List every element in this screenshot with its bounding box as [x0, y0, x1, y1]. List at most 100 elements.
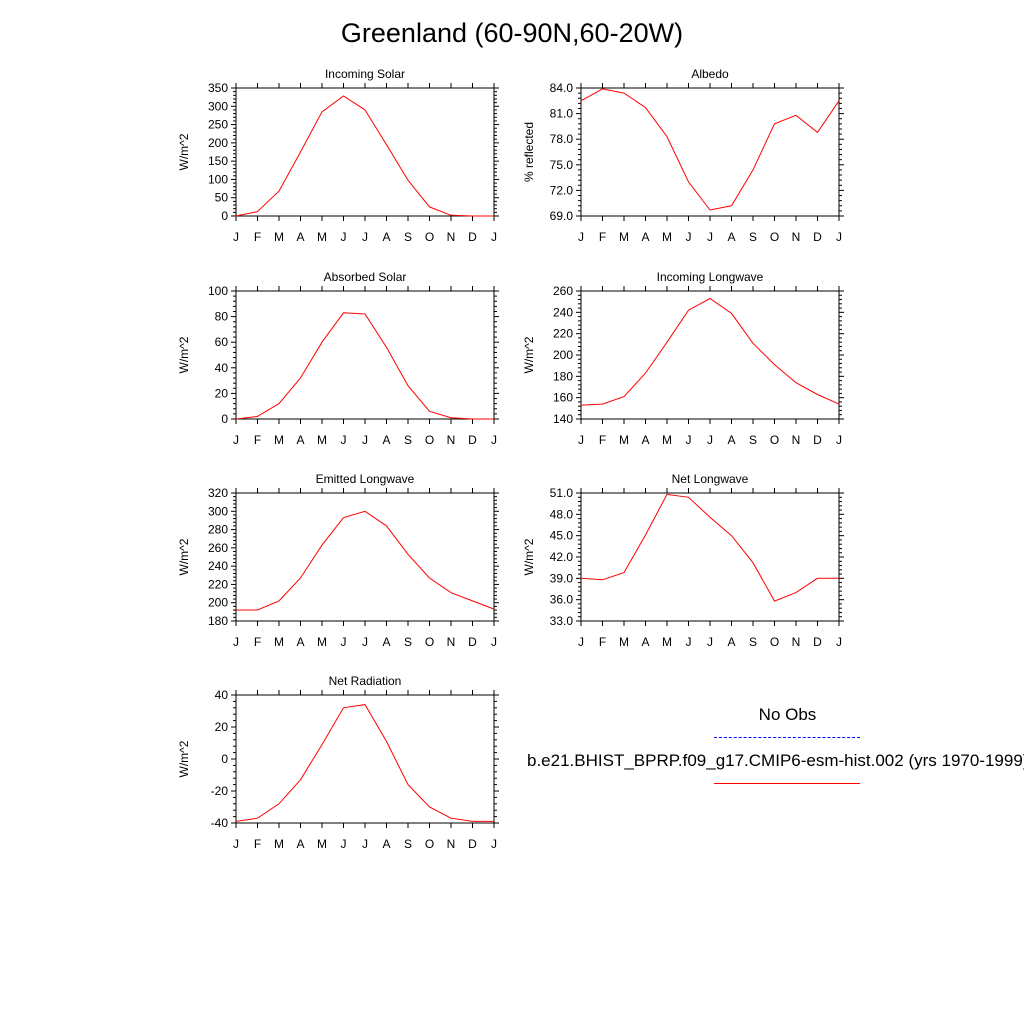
- x-tick-label: J: [233, 433, 239, 447]
- series-line: [580, 297, 840, 406]
- x-tick-label: A: [727, 433, 735, 447]
- series-line: [580, 88, 840, 211]
- x-tick-label: D: [813, 230, 822, 244]
- y-tick-label: -20: [211, 784, 229, 798]
- x-tick-label: J: [362, 230, 368, 244]
- y-tick-label: 260: [553, 284, 573, 298]
- series-line: [580, 493, 839, 602]
- x-tick-label: N: [447, 433, 456, 447]
- x-tick-label: M: [274, 837, 284, 851]
- y-tick-label: 260: [208, 541, 228, 555]
- y-tick-label: 20: [215, 386, 229, 400]
- y-tick-label: 50: [215, 191, 229, 205]
- panel-2: Albedo % reflected 69.0 72.0 75.0 78.0 81.0 84.…: [522, 67, 844, 244]
- x-tick-label: D: [813, 635, 822, 649]
- x-tick-label: S: [404, 635, 412, 649]
- x-tick-label: J: [686, 433, 692, 447]
- series-line: [236, 510, 495, 611]
- panel-title: Incoming Longwave: [657, 270, 764, 284]
- x-tick-label: D: [468, 635, 477, 649]
- x-tick-label: F: [599, 230, 606, 244]
- y-tick-label: 320: [208, 486, 228, 500]
- x-tick-label: D: [468, 230, 477, 244]
- x-tick-label: J: [341, 230, 347, 244]
- y-tick-label: 160: [553, 391, 573, 405]
- x-tick-label: A: [296, 230, 304, 244]
- y-tick-label: 180: [208, 614, 228, 628]
- plot-frame: [235, 492, 495, 622]
- y-tick-label: 39.0: [550, 571, 574, 585]
- y-tick-label: 250: [208, 118, 228, 132]
- y-tick-label: 300: [208, 99, 228, 113]
- y-tick-label: 84.0: [550, 81, 574, 95]
- x-tick-label: J: [341, 433, 347, 447]
- x-tick-label: M: [662, 433, 672, 447]
- x-tick-label: O: [770, 635, 779, 649]
- y-tick-label: 240: [208, 559, 228, 573]
- x-tick-label: N: [792, 433, 801, 447]
- x-tick-label: J: [578, 230, 584, 244]
- x-tick-label: O: [770, 433, 779, 447]
- y-tick-label: 150: [208, 154, 228, 168]
- x-tick-label: J: [836, 433, 842, 447]
- x-tick-label: O: [425, 433, 434, 447]
- x-tick-label: M: [317, 837, 327, 851]
- x-tick-label: O: [425, 837, 434, 851]
- x-tick-label: J: [233, 230, 239, 244]
- x-tick-label: N: [447, 230, 456, 244]
- panel-title: Incoming Solar: [325, 67, 405, 81]
- figure-title: Greenland (60-90N,60-20W): [340, 18, 684, 48]
- x-tick-label: J: [707, 635, 713, 649]
- x-tick-label: O: [425, 635, 434, 649]
- x-tick-label: M: [274, 635, 284, 649]
- y-tick-label: 280: [208, 523, 228, 537]
- x-tick-label: J: [686, 635, 692, 649]
- y-tick-label: 200: [553, 348, 573, 362]
- x-tick-label: A: [382, 433, 390, 447]
- series-line: [235, 312, 494, 420]
- y-tick-label: 42.0: [550, 550, 574, 564]
- x-tick-label: F: [599, 635, 606, 649]
- y-tick-label: 220: [208, 577, 228, 591]
- x-tick-label: D: [813, 433, 822, 447]
- x-tick-label: A: [296, 635, 304, 649]
- plot-frame: [580, 87, 840, 217]
- x-tick-label: O: [425, 230, 434, 244]
- x-tick-label: J: [362, 837, 368, 851]
- x-tick-label: F: [254, 837, 261, 851]
- y-tick-label: 33.0: [550, 614, 574, 628]
- x-tick-label: J: [233, 635, 239, 649]
- x-tick-label: M: [274, 230, 284, 244]
- x-tick-label: J: [707, 433, 713, 447]
- panel-4: Incoming Longwave W/m^2 140 160 180 200 220 240…: [522, 270, 844, 447]
- y-tick-label: 51.0: [550, 486, 574, 500]
- x-tick-label: J: [578, 635, 584, 649]
- x-tick-label: F: [599, 433, 606, 447]
- x-tick-label: F: [254, 635, 261, 649]
- panel-title: Absorbed Solar: [324, 270, 407, 284]
- x-tick-label: J: [707, 230, 713, 244]
- y-tick-label: 45.0: [550, 529, 574, 543]
- y-tick-label: 81.0: [550, 107, 574, 121]
- x-tick-label: O: [770, 230, 779, 244]
- y-axis-label: W/m^2: [522, 538, 536, 575]
- x-tick-label: J: [578, 433, 584, 447]
- x-tick-label: A: [382, 837, 390, 851]
- y-tick-label: 20: [215, 720, 229, 734]
- x-tick-label: M: [619, 635, 629, 649]
- x-tick-label: M: [317, 635, 327, 649]
- y-axis-label: W/m^2: [177, 740, 191, 777]
- y-tick-label: 36.0: [550, 593, 574, 607]
- x-tick-label: J: [491, 230, 497, 244]
- y-axis-label: W/m^2: [522, 336, 536, 373]
- y-axis-label: W/m^2: [177, 133, 191, 170]
- x-tick-label: A: [641, 433, 649, 447]
- x-tick-label: S: [404, 433, 412, 447]
- x-tick-label: A: [296, 837, 304, 851]
- x-tick-label: J: [491, 433, 497, 447]
- plot-frame: [580, 492, 840, 622]
- x-tick-label: S: [749, 230, 757, 244]
- panel-title: Net Radiation: [329, 674, 402, 688]
